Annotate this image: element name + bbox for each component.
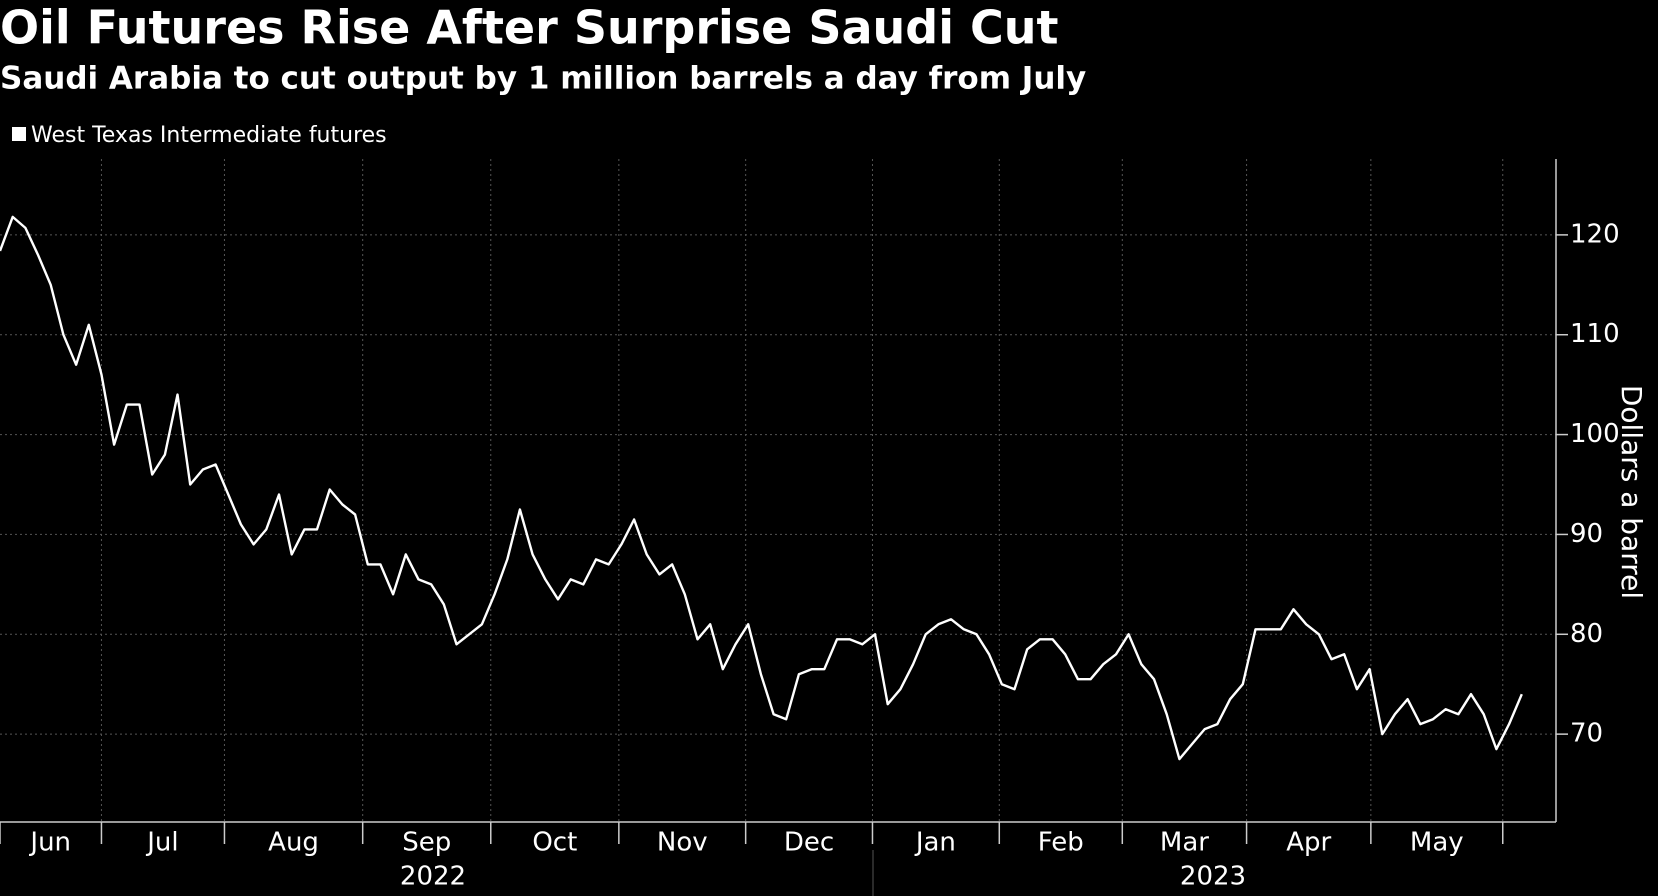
- x-tick-label: Aug: [268, 828, 319, 858]
- y-tick-label: 120: [1570, 219, 1620, 249]
- x-tick-label: Nov: [657, 828, 708, 858]
- x-tick-label: Mar: [1160, 828, 1209, 858]
- x-tick-label: Apr: [1286, 828, 1331, 858]
- chart-title: Oil Futures Rise After Surprise Saudi Cu…: [0, 1, 1059, 55]
- x-tick-label: Dec: [784, 828, 834, 858]
- legend-swatch: [12, 127, 26, 141]
- y-tick-label: 110: [1570, 319, 1620, 349]
- x-tick-label: Feb: [1038, 828, 1084, 858]
- x-tick-label: Jan: [914, 828, 956, 858]
- year-label: 2022: [400, 862, 466, 892]
- x-tick-label: May: [1410, 828, 1464, 858]
- chart-subtitle: Saudi Arabia to cut output by 1 million …: [0, 61, 1086, 97]
- x-tick-label: Jun: [28, 828, 71, 858]
- legend-label: West Texas Intermediate futures: [31, 123, 387, 148]
- y-tick-label: 70: [1570, 719, 1603, 749]
- y-tick-label: 100: [1570, 419, 1620, 449]
- year-label: 2023: [1180, 862, 1246, 892]
- y-tick-label: 80: [1570, 619, 1603, 649]
- x-tick-label: Jul: [145, 828, 178, 858]
- y-axis-title: Dollars a barrel: [1615, 385, 1648, 599]
- y-tick-label: 90: [1570, 519, 1603, 549]
- price-line: [0, 215, 1523, 761]
- x-tick-label: Oct: [532, 828, 577, 858]
- x-tick-label: Sep: [402, 828, 451, 858]
